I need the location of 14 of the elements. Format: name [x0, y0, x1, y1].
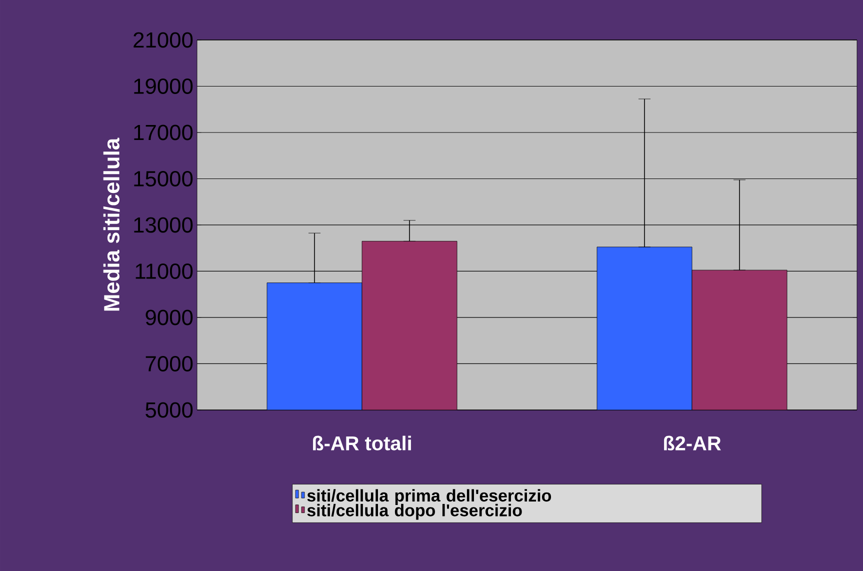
y-tick-label: 19000: [134, 78, 193, 94]
y-tick-label: 21000: [134, 32, 193, 48]
y-tick-label: 7000: [146, 356, 193, 372]
x-tick-label: ß-AR totali: [313, 436, 411, 450]
legend-label: siti/cellula dopo l'esercizio: [307, 504, 522, 520]
y-tick-label: 5000: [146, 402, 193, 418]
y-tick-label: 9000: [146, 310, 193, 326]
y-tick-label: 15000: [134, 170, 193, 186]
y-tick-label: 13000: [134, 217, 193, 233]
y-axis-title: Media siti/cellula: [103, 138, 120, 311]
legend-label: siti/cellula prima dell'esercizio: [307, 489, 552, 505]
x-tick-label: ß2-AR: [664, 436, 721, 450]
y-tick-label: 17000: [134, 124, 193, 140]
y-tick-label: 11000: [136, 263, 193, 279]
